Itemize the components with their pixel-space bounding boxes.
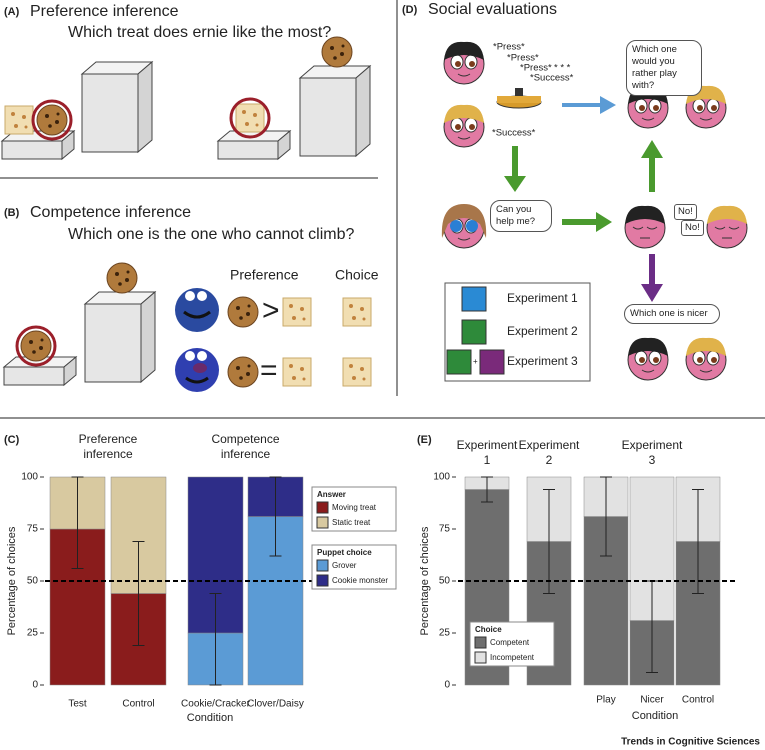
x-tick-label: Test — [68, 699, 87, 710]
y-tick-label: 50 — [439, 576, 451, 587]
symbol: > — [262, 294, 280, 327]
title-line: Experiment — [457, 438, 518, 452]
x-tick-label: Control — [122, 699, 154, 710]
x-axis-title: Condition — [632, 710, 678, 722]
title-line: inference — [221, 447, 271, 461]
y-tick-label: 75 — [27, 524, 39, 535]
error-bar — [269, 476, 282, 557]
symbol: = — [260, 354, 278, 387]
sound: *Press* — [493, 42, 525, 53]
error-bar — [692, 488, 704, 594]
speech-bubble: No! — [681, 220, 704, 236]
legend-label: Grover — [332, 561, 357, 570]
sound: *Press* — [507, 53, 539, 64]
title-line: Preference — [79, 432, 138, 446]
legend-label: Experiment 1 — [507, 291, 578, 305]
x-tick-label: Nicer — [640, 695, 664, 706]
sound: * * * — [554, 63, 571, 74]
title-line: 3 — [649, 453, 656, 467]
question: Which treat does ernie like the most? — [68, 24, 331, 41]
y-axis-title: Percentage of choices — [419, 526, 431, 635]
error-bar — [543, 488, 555, 594]
group-title: Competence inference — [211, 432, 279, 461]
title-line: 2 — [546, 453, 553, 467]
error-bar — [600, 476, 612, 557]
title-line: 1 — [484, 453, 491, 467]
legend-title: Choice — [475, 625, 502, 634]
scene — [441, 41, 748, 382]
title-line: Experiment — [622, 438, 683, 452]
y-tick-label: 25 — [439, 628, 451, 639]
y-tick-label: 0 — [444, 680, 450, 691]
title-line: inference — [83, 447, 133, 461]
y-axis-title: Percentage of choices — [6, 526, 18, 635]
x-tick-label: Clover/Daisy — [247, 699, 304, 710]
sound: *Press* — [520, 63, 552, 74]
error-bar — [132, 540, 145, 646]
x-tick-label: Play — [596, 695, 615, 706]
column-header: Choice — [335, 267, 379, 283]
speech-bubble: Which one would you rather play with? — [626, 40, 702, 96]
speech-bubble: No! — [674, 204, 697, 220]
question: Which one is the one who cannot climb? — [68, 226, 354, 243]
panel-label: (E) — [417, 434, 432, 446]
legend-label: Cookie monster — [332, 576, 388, 585]
speech-bubble: Can you help me? — [490, 200, 552, 232]
group-title: Experiment 1 — [457, 438, 518, 467]
y-tick-label: 25 — [27, 628, 39, 639]
group-title: Experiment 2 — [519, 438, 580, 467]
panel-title: Competence inference — [30, 204, 191, 221]
legend-label: Moving treat — [332, 503, 377, 512]
group-title: Experiment 3 — [622, 438, 683, 467]
error-bar — [71, 476, 84, 570]
legend-swatch — [316, 501, 329, 514]
legend-label: Experiment 3 — [507, 354, 578, 368]
legend-swatch — [474, 636, 487, 649]
x-tick-label: Control — [682, 695, 714, 706]
sound: *Success* — [492, 128, 536, 139]
legend-label: Incompetent — [490, 653, 535, 662]
legend-swatch — [316, 516, 329, 529]
panel-title: Preference inference — [30, 3, 179, 20]
legend-title: Answer — [317, 490, 346, 499]
x-axis-title: Condition — [187, 712, 233, 724]
y-tick-label: 75 — [439, 524, 451, 535]
title-line: Experiment — [519, 438, 580, 452]
y-tick-label: 100 — [433, 472, 450, 483]
panel-title: Social evaluations — [428, 1, 557, 18]
column-header: Preference — [230, 267, 299, 283]
scene — [1, 36, 371, 160]
y-tick-label: 50 — [27, 576, 39, 587]
charts: (C) Percentage of choices Condition 0 25 50 75… — [4, 432, 735, 724]
y-tick-label: 0 — [32, 680, 38, 691]
legend-label: Competent — [490, 638, 530, 647]
panel-label: (D) — [402, 4, 418, 16]
scene — [3, 262, 372, 392]
speech-bubble: Which one is nicer — [624, 304, 720, 324]
x-tick-label: Cookie/Cracker — [181, 699, 251, 710]
legend-label: Experiment 2 — [507, 324, 578, 338]
legend-title: Puppet choice — [317, 548, 372, 557]
y-tick-label: 100 — [21, 472, 38, 483]
legend-swatch — [474, 651, 487, 664]
legend-swatch — [316, 574, 329, 587]
sound: *Success* — [530, 73, 574, 84]
legend-label: Static treat — [332, 518, 371, 527]
footer: Trends in Cognitive Sciences — [621, 737, 760, 748]
title-line: Competence — [211, 432, 279, 446]
plus: + — [473, 357, 478, 366]
panel-label: (A) — [4, 6, 20, 18]
panel-label: (B) — [4, 207, 20, 219]
group-title: Preference inference — [79, 432, 138, 461]
error-bar — [209, 592, 222, 686]
panel-label: (C) — [4, 434, 20, 446]
error-bar — [481, 476, 493, 503]
legend-swatch — [316, 559, 329, 572]
